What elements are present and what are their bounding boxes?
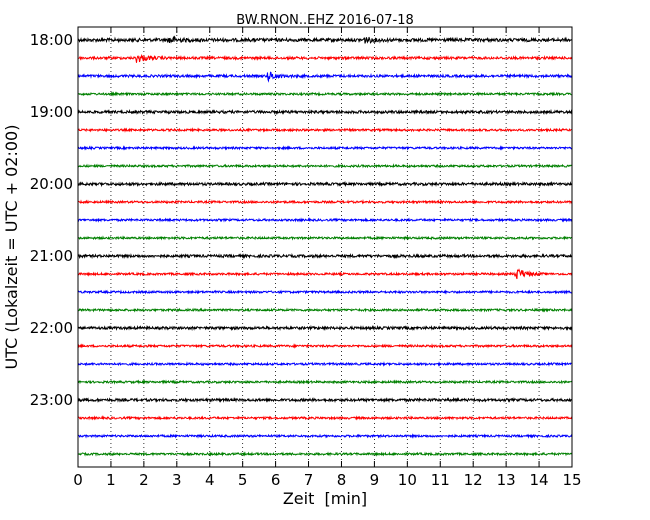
trace-1915 bbox=[77, 127, 573, 133]
trace-1815 bbox=[77, 53, 573, 63]
x-tick-label: 15 bbox=[562, 471, 581, 489]
y-axis-label: UTC (Lokalzeit = UTC + 02:00) bbox=[2, 125, 21, 370]
x-tick-label: 4 bbox=[205, 471, 215, 489]
trace-2230 bbox=[77, 361, 573, 367]
trace-1945 bbox=[77, 163, 573, 169]
trace-2130 bbox=[77, 289, 573, 295]
y-tick-label: 19:00 bbox=[30, 103, 73, 121]
x-tick-label: 5 bbox=[238, 471, 248, 489]
x-tick-label: 14 bbox=[530, 471, 549, 489]
y-tick-label: 20:00 bbox=[30, 175, 73, 193]
x-tick-label: 12 bbox=[464, 471, 483, 489]
trace-1900 bbox=[77, 108, 573, 116]
tick-group: 0 1 2 3 4 5 6 7 8 9 10 11 12 13 14 1518:0019:0020:0021:… bbox=[30, 27, 582, 489]
trace-2100 bbox=[77, 252, 573, 260]
x-axis-label: Zeit [min] bbox=[283, 489, 367, 508]
trace-1930 bbox=[77, 145, 573, 151]
trace-2015 bbox=[77, 199, 573, 205]
x-tick-label: 7 bbox=[304, 471, 314, 489]
y-tick-label: 23:00 bbox=[30, 391, 73, 409]
trace-2045 bbox=[77, 235, 573, 241]
trace-2115 bbox=[77, 268, 573, 280]
trace-2315 bbox=[77, 415, 573, 421]
trace-1830 bbox=[77, 71, 573, 83]
x-tick-label: 8 bbox=[337, 471, 347, 489]
chart-title: BW.RNON..EHZ 2016-07-18 bbox=[236, 13, 414, 28]
trace-2200 bbox=[77, 324, 573, 332]
y-tick-label: 18:00 bbox=[30, 31, 73, 49]
trace-2245 bbox=[77, 379, 573, 385]
trace-2300 bbox=[77, 396, 573, 404]
grid-lines bbox=[110, 27, 540, 467]
x-tick-label: 11 bbox=[431, 471, 450, 489]
x-tick-label: 0 bbox=[73, 471, 83, 489]
x-tick-label: 2 bbox=[139, 471, 149, 489]
trace-1800 bbox=[77, 35, 573, 44]
trace-2215 bbox=[77, 343, 573, 349]
trace-2000 bbox=[77, 180, 573, 188]
x-tick-label: 3 bbox=[172, 471, 182, 489]
x-tick-label: 9 bbox=[370, 471, 380, 489]
x-tick-label: 10 bbox=[398, 471, 417, 489]
x-tick-label: 13 bbox=[497, 471, 516, 489]
plot-frame bbox=[77, 26, 573, 468]
trace-group bbox=[77, 35, 573, 457]
x-tick-label: 6 bbox=[271, 471, 281, 489]
y-tick-label: 21:00 bbox=[30, 247, 73, 265]
y-tick-label: 22:00 bbox=[30, 319, 73, 337]
trace-2145 bbox=[77, 307, 573, 313]
trace-2030 bbox=[77, 217, 573, 223]
trace-1845 bbox=[77, 91, 573, 97]
trace-2345 bbox=[77, 451, 573, 457]
x-tick-label: 1 bbox=[106, 471, 116, 489]
trace-2330 bbox=[77, 433, 573, 439]
